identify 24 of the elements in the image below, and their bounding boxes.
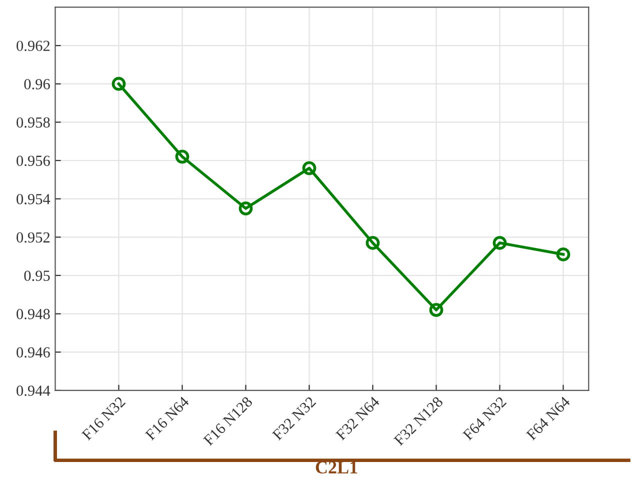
y-tick-label: 0.952 bbox=[16, 232, 50, 243]
y-tick-label: 0.948 bbox=[16, 308, 50, 320]
y-tick-label: 0.958 bbox=[16, 117, 50, 128]
x-tick-label: F32 N32 bbox=[272, 396, 316, 441]
y-tick-label: 0.96 bbox=[24, 79, 50, 90]
x-tick-label: F16 N32 bbox=[81, 396, 126, 441]
point bbox=[492, 236, 507, 250]
point bbox=[175, 150, 190, 164]
x-tick-label: F64 N64 bbox=[526, 396, 571, 441]
x-tick-label: F64 N32 bbox=[462, 396, 507, 441]
point bbox=[366, 236, 380, 250]
y-tick-label: 0.95 bbox=[24, 270, 50, 281]
y-tick-label: 0.954 bbox=[16, 194, 50, 204]
y-tick-label: 0.962 bbox=[16, 40, 50, 52]
y-tick-label: 0.944 bbox=[16, 386, 50, 396]
point bbox=[302, 161, 316, 176]
y-tick-label: 0.956 bbox=[16, 156, 50, 166]
point bbox=[112, 76, 126, 91]
point bbox=[429, 303, 444, 317]
point bbox=[238, 201, 253, 216]
x-tick-label: F32 N64 bbox=[335, 396, 380, 441]
point bbox=[556, 247, 570, 262]
x-tick-label: F16 N64 bbox=[144, 396, 190, 441]
y-tick-label: 0.946 bbox=[16, 347, 50, 358]
